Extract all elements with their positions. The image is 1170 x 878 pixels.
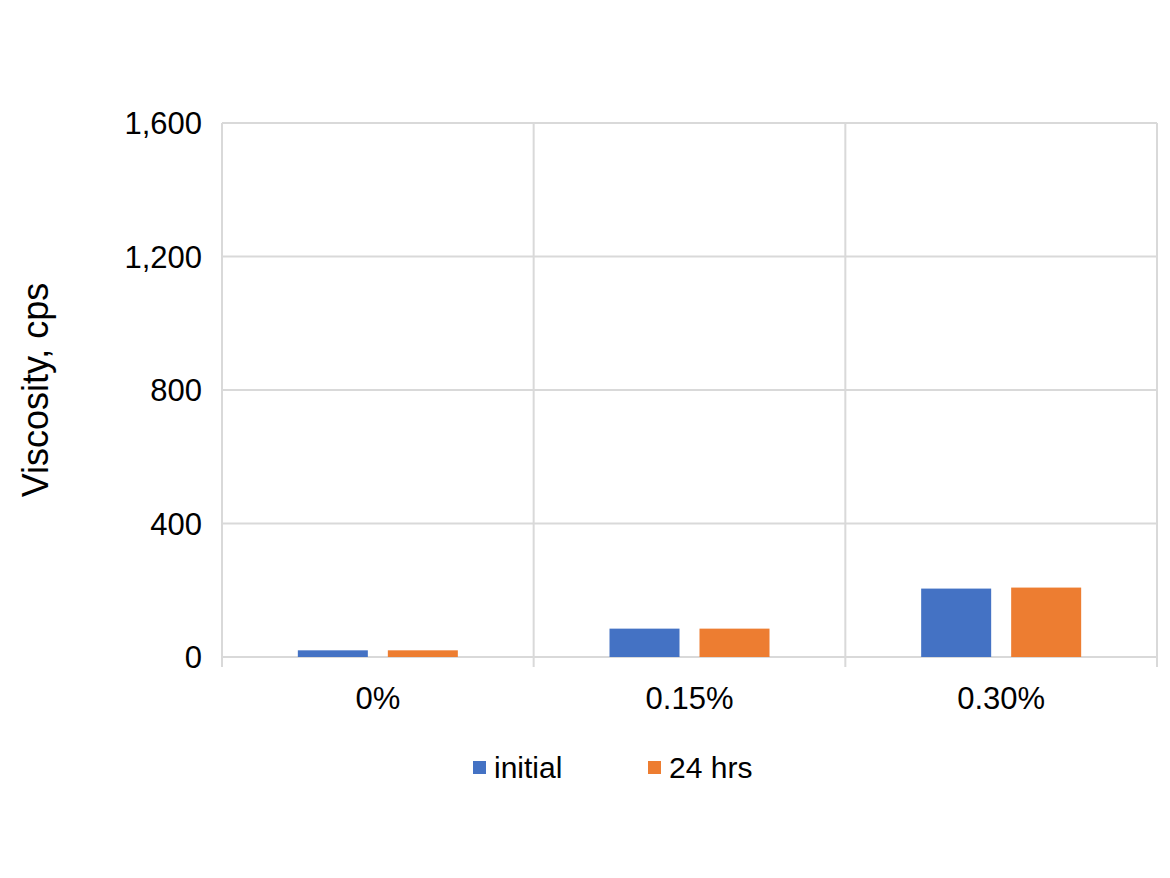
x-ticks: 0% 0.15% 0.30%: [355, 681, 1045, 716]
y-tick-label: 0: [185, 640, 202, 675]
bar: [921, 589, 991, 657]
category-grid-line: [533, 123, 535, 667]
y-grid-line: [222, 122, 1157, 124]
y-grid-line: [222, 389, 1157, 391]
category-grid-line: [1156, 123, 1158, 667]
legend-swatch: [648, 761, 661, 774]
y-axis-line: [221, 123, 223, 657]
x-tick-label: 0.15%: [646, 681, 734, 716]
y-tick-label: 1,200: [124, 240, 202, 275]
y-tick-label: 1,600: [124, 106, 202, 141]
legend-swatch: [473, 761, 486, 774]
chart-container: 0 400 800 1,200 1,600 Viscosity, cps 0% 0.15% 0.…: [0, 0, 1170, 878]
category-grid-line: [844, 123, 846, 667]
x-tick-label: 0%: [355, 681, 400, 716]
legend-label: 24 hrs: [669, 751, 752, 784]
y-axis-label: Viscosity, cps: [15, 283, 56, 498]
y-ticks: 0 400 800 1,200 1,600: [124, 106, 202, 675]
y-grid-line: [222, 523, 1157, 525]
chart-svg: 0 400 800 1,200 1,600 Viscosity, cps 0% 0.15% 0.…: [0, 0, 1170, 878]
bar: [610, 629, 680, 657]
bars: [298, 588, 1081, 657]
grid: [222, 123, 1157, 667]
bar: [298, 650, 368, 657]
category-grid-line: [221, 123, 223, 667]
x-tick-label: 0.30%: [957, 681, 1045, 716]
bar: [700, 629, 770, 657]
y-tick-label: 800: [150, 373, 202, 408]
legend-label: initial: [494, 751, 562, 784]
y-grid-line: [222, 256, 1157, 258]
bar: [1011, 588, 1081, 657]
bar: [388, 650, 458, 657]
y-tick-label: 400: [150, 507, 202, 542]
legend: initial 24 hrs: [473, 751, 752, 784]
